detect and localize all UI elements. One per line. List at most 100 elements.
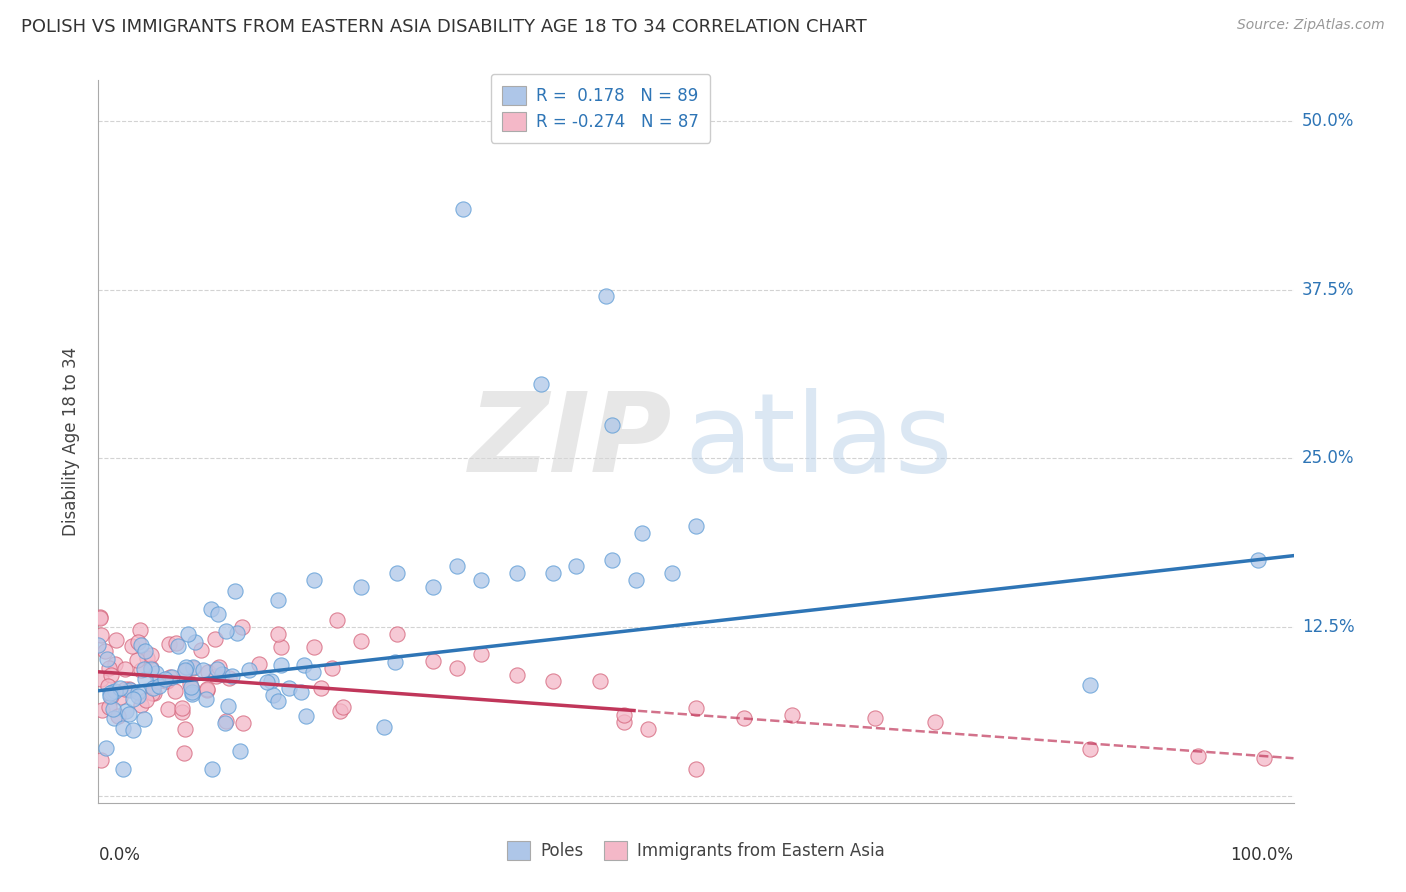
Point xyxy=(90,753,112,767)
Point xyxy=(1080,678,1102,692)
Point xyxy=(191,664,214,678)
Point xyxy=(446,661,468,675)
Point xyxy=(101,701,124,715)
Point xyxy=(111,762,134,776)
Point xyxy=(247,657,270,671)
Point xyxy=(506,566,529,581)
Point xyxy=(924,714,946,729)
Point xyxy=(135,693,157,707)
Point xyxy=(197,683,219,698)
Point xyxy=(181,659,204,673)
Point xyxy=(165,684,187,698)
Point xyxy=(613,708,636,723)
Text: POLISH VS IMMIGRANTS FROM EASTERN ASIA DISABILITY AGE 18 TO 34 CORRELATION CHART: POLISH VS IMMIGRANTS FROM EASTERN ASIA D… xyxy=(21,18,868,36)
Point xyxy=(541,674,564,689)
Point xyxy=(1080,741,1102,756)
Point xyxy=(148,680,170,694)
Point xyxy=(159,670,181,684)
Point xyxy=(626,573,648,587)
Point xyxy=(446,559,468,574)
Point xyxy=(470,647,492,661)
Point xyxy=(226,625,249,640)
Point xyxy=(156,673,179,688)
Point xyxy=(121,691,143,706)
Point xyxy=(96,652,118,666)
Point xyxy=(278,681,301,695)
Point xyxy=(139,648,162,662)
Point xyxy=(145,665,167,680)
Point xyxy=(218,671,240,685)
Point xyxy=(631,525,654,540)
Text: 37.5%: 37.5% xyxy=(1302,281,1354,299)
Point xyxy=(148,674,170,689)
Point xyxy=(290,685,312,699)
Point xyxy=(121,639,143,653)
Point xyxy=(214,716,236,731)
Point xyxy=(267,593,290,607)
Point xyxy=(541,566,564,581)
Point xyxy=(350,633,373,648)
Point xyxy=(422,580,444,594)
Text: ZIP: ZIP xyxy=(468,388,672,495)
Point xyxy=(174,665,197,679)
Point xyxy=(215,624,238,639)
Point xyxy=(208,660,231,674)
Point xyxy=(94,644,117,658)
Point xyxy=(194,692,217,706)
Point xyxy=(221,669,243,683)
Point xyxy=(589,674,612,689)
Point xyxy=(104,684,127,698)
Point xyxy=(134,672,156,686)
Point xyxy=(309,681,332,696)
Point xyxy=(155,673,177,688)
Point xyxy=(153,673,176,687)
Point xyxy=(270,640,292,654)
Point xyxy=(96,741,118,756)
Point xyxy=(1253,751,1275,765)
Point xyxy=(262,688,284,702)
Text: 12.5%: 12.5% xyxy=(1302,618,1354,636)
Point xyxy=(127,685,149,699)
Point xyxy=(207,607,229,621)
Point xyxy=(260,673,283,688)
Point xyxy=(422,654,444,668)
Point xyxy=(184,635,207,649)
Text: 0.0%: 0.0% xyxy=(98,847,141,864)
Point xyxy=(90,628,112,642)
Point xyxy=(127,690,149,704)
Point xyxy=(602,417,624,432)
Point xyxy=(780,708,803,723)
Point xyxy=(302,640,325,655)
Point xyxy=(108,681,131,695)
Point xyxy=(180,681,202,695)
Point xyxy=(141,686,163,700)
Point xyxy=(613,714,636,729)
Point xyxy=(685,701,707,715)
Point xyxy=(217,699,239,714)
Point xyxy=(373,720,395,734)
Point xyxy=(172,701,194,715)
Point xyxy=(98,686,121,700)
Point xyxy=(91,702,114,716)
Point xyxy=(129,638,152,652)
Text: Source: ZipAtlas.com: Source: ZipAtlas.com xyxy=(1237,18,1385,32)
Point xyxy=(142,681,165,695)
Point xyxy=(685,762,707,776)
Point xyxy=(224,583,246,598)
Point xyxy=(295,709,318,723)
Point xyxy=(232,716,254,731)
Point xyxy=(170,705,193,719)
Point xyxy=(865,711,887,725)
Point xyxy=(179,677,201,691)
Point xyxy=(129,663,152,677)
Point xyxy=(197,665,219,679)
Point xyxy=(565,559,588,574)
Point xyxy=(134,663,156,677)
Point xyxy=(89,609,111,624)
Point xyxy=(127,653,149,667)
Point xyxy=(160,670,183,684)
Point xyxy=(595,289,617,303)
Point xyxy=(114,662,136,676)
Point xyxy=(602,552,624,566)
Point xyxy=(385,627,409,641)
